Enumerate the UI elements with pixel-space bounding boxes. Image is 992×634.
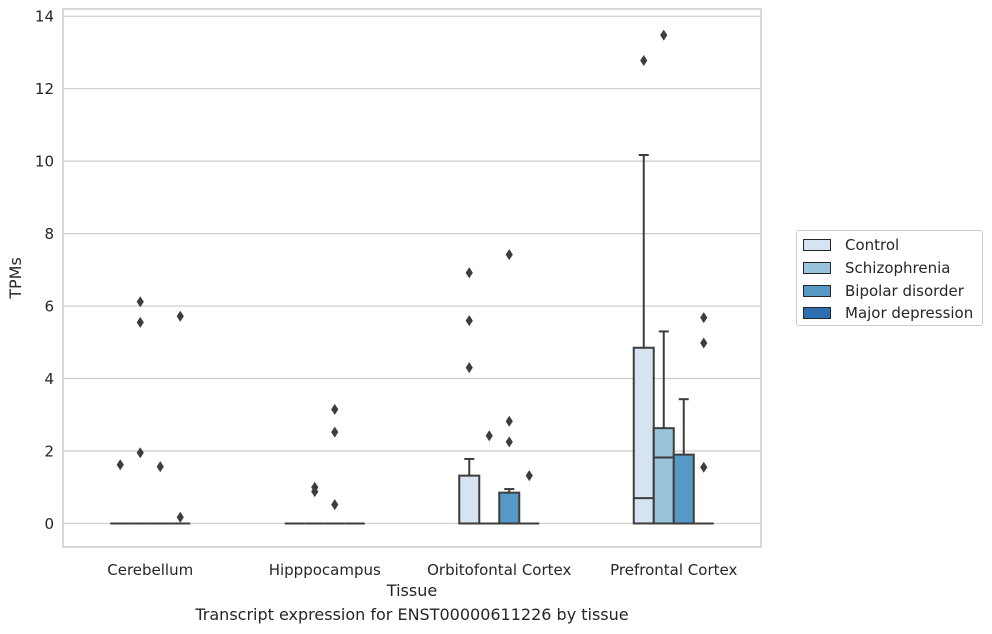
box-body xyxy=(458,474,481,525)
legend-item-control: Control xyxy=(803,235,899,255)
outlier-point xyxy=(331,403,339,415)
y-tick-label: 0 xyxy=(44,515,54,533)
outlier-point xyxy=(465,267,473,279)
legend-label-bipolar-disorder: Bipolar disorder xyxy=(845,282,964,300)
legend-swatch-schizophrenia xyxy=(803,262,831,274)
outlier-point xyxy=(176,310,184,322)
outlier-point xyxy=(331,499,339,511)
grid-layer xyxy=(63,15,761,525)
outlier-point xyxy=(331,426,339,438)
y-tick-label: 8 xyxy=(44,225,54,243)
outlier-point xyxy=(660,29,668,41)
figure-caption: Transcript expression for ENST0000061122… xyxy=(195,605,629,624)
box-prefrontal-cortex-major-depression xyxy=(693,312,714,525)
outlier-point xyxy=(136,447,144,459)
y-tick-label: 6 xyxy=(44,298,54,316)
box-layer xyxy=(110,29,714,525)
plot-frame xyxy=(62,8,762,548)
y-tick-label: 10 xyxy=(35,153,54,171)
outlier-point xyxy=(465,362,473,374)
legend-item-bipolar-disorder: Bipolar disorder xyxy=(803,281,964,301)
outlier-point xyxy=(311,481,319,493)
y-tick-label: 12 xyxy=(35,80,54,98)
legend-item-schizophrenia: Schizophrenia xyxy=(803,258,950,278)
outlier-point xyxy=(700,461,708,473)
box-hipppocampus-bipolar-disorder xyxy=(324,403,345,525)
outlier-point xyxy=(136,296,144,308)
legend: Control Schizophrenia Bipolar disorder M… xyxy=(796,230,983,326)
outlier-point xyxy=(700,337,708,349)
box-cerebellum-bipolar-disorder xyxy=(150,461,171,525)
box-prefrontal-cortex-schizophrenia xyxy=(652,29,675,525)
box-orbitofontal-cortex-bipolar-disorder xyxy=(498,249,521,525)
x-tick-label-prefrontal-cortex: Prefrontal Cortex xyxy=(610,561,737,579)
box-orbitofontal-cortex-major-depression xyxy=(519,470,540,525)
box-prefrontal-cortex-control xyxy=(632,54,655,525)
y-tick-label: 4 xyxy=(44,370,54,388)
outlier-point xyxy=(700,312,708,324)
box-prefrontal-cortex-bipolar-disorder xyxy=(672,398,695,525)
box-cerebellum-schizophrenia xyxy=(130,296,151,525)
outlier-point xyxy=(116,459,124,471)
legend-item-major-depression: Major depression xyxy=(803,303,973,323)
y-tick-label: 2 xyxy=(44,442,54,460)
outlier-point xyxy=(176,511,184,523)
box-body xyxy=(498,491,521,525)
outlier-point xyxy=(505,436,513,448)
outlier-point xyxy=(465,315,473,327)
outlier-point xyxy=(485,430,493,442)
outlier-point xyxy=(156,461,164,473)
box-body xyxy=(652,427,675,525)
outlier-point xyxy=(525,470,533,482)
x-axis-label: Tissue xyxy=(386,581,437,600)
box-orbitofontal-cortex-schizophrenia xyxy=(479,430,500,525)
x-tick-label-cerebellum: Cerebellum xyxy=(107,561,193,579)
box-cerebellum-major-depression xyxy=(170,310,191,525)
x-tick-label-orbitofontal-cortex: Orbitofontal Cortex xyxy=(427,561,571,579)
box-cerebellum-control xyxy=(110,459,131,525)
y-axis-label: TPMs xyxy=(6,257,25,300)
box-hipppocampus-schizophrenia xyxy=(304,481,325,525)
legend-swatch-major-depression xyxy=(803,307,831,319)
legend-label-schizophrenia: Schizophrenia xyxy=(845,259,951,277)
box-orbitofontal-cortex-control xyxy=(458,267,481,525)
y-tick-label: 14 xyxy=(35,8,54,26)
legend-label-control: Control xyxy=(845,236,900,254)
box-body xyxy=(672,453,695,525)
legend-swatch-bipolar-disorder xyxy=(803,285,831,297)
legend-label-major-depression: Major depression xyxy=(845,304,974,322)
tick-layer: 0 2 4 6 8 10 12 14 Cerebellum Hipppocampus Orbitof… xyxy=(35,8,738,579)
outlier-point xyxy=(505,415,513,427)
legend-swatch-control xyxy=(803,239,831,251)
outlier-point xyxy=(640,54,648,66)
outlier-point xyxy=(505,249,513,261)
x-tick-label-hipppocampus: Hipppocampus xyxy=(269,561,381,579)
outlier-point xyxy=(136,316,144,328)
